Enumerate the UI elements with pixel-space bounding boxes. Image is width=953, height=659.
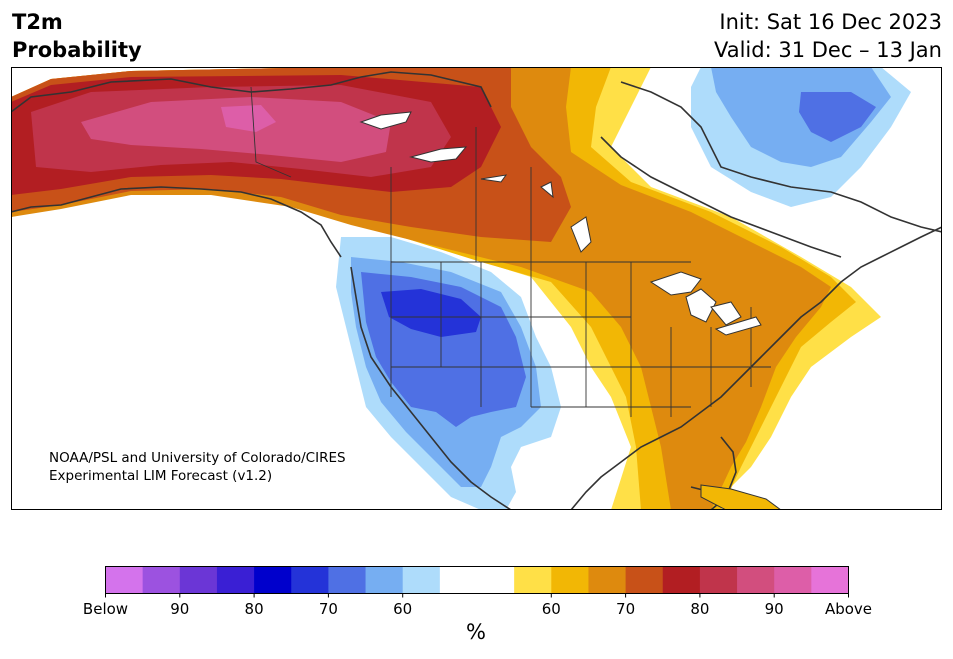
political-borders — [250, 86, 771, 417]
colorbar-cell — [142, 566, 181, 594]
colorbar-unit: % — [466, 620, 486, 644]
colorbar-cell — [774, 566, 812, 594]
colorbar-tick-label: 80 — [245, 600, 264, 618]
colorbar-cell — [662, 566, 701, 594]
credit-line-2: Experimental LIM Forecast (v1.2) — [49, 468, 273, 484]
colorbar-tick-label: 90 — [765, 600, 784, 618]
probability-map — [11, 67, 942, 510]
colorbar-cell — [699, 566, 738, 594]
islands — [700, 484, 782, 510]
cool-region-ne-blue — [799, 92, 876, 142]
init-date: Init: Sat 16 Dec 2023 — [719, 10, 942, 34]
colorbar-tick-label: 90 — [170, 600, 189, 618]
colorbar-cell — [254, 566, 292, 594]
valid-range: Valid: 31 Dec – 13 Jan — [713, 38, 942, 62]
colorbar-cell — [105, 566, 144, 594]
map-frame — [11, 67, 942, 510]
colorbar-tick-label: 60 — [393, 600, 412, 618]
colorbar-tick-label: 80 — [690, 600, 709, 618]
cool-region-royal — [381, 289, 481, 337]
credit-line-1: NOAA/PSL and University of Colorado/CIRE… — [49, 450, 346, 466]
colorbar-tick-label: Below — [83, 600, 128, 618]
warm-region-pink — [81, 97, 391, 162]
colorbar-cell — [588, 566, 627, 594]
credit-text: NOAA/PSL and University of Colorado/CIRE… — [49, 449, 346, 485]
colorbar-cell — [551, 566, 589, 594]
colorbar-tick-label: Above — [825, 600, 872, 618]
forecast-dates: Init: Sat 16 Dec 2023 Valid: 31 Dec – 13… — [714, 8, 942, 64]
colorbar-frame — [105, 566, 849, 594]
colorbar-cells — [105, 566, 849, 594]
colorbar-cell — [216, 566, 255, 594]
map-title: T2m Probability — [12, 8, 142, 64]
colorbar-cell — [291, 566, 329, 594]
warm-region-magenta — [221, 105, 276, 132]
colorbar-cell — [737, 566, 775, 594]
colorbar-cell — [402, 566, 441, 594]
colorbar-cell — [625, 566, 664, 594]
colorbar-cell — [514, 566, 552, 594]
colorbar-cell — [477, 566, 515, 594]
colorbar-cell — [811, 566, 849, 594]
colorbar-cell — [439, 566, 478, 594]
colorbar: Below 90 80 70 60 60 70 80 90 Above — [83, 566, 872, 618]
title-line-2: Probability — [12, 38, 142, 62]
colorbar-tick-label: 70 — [616, 600, 635, 618]
title-line-1: T2m — [12, 10, 63, 34]
lakes — [359, 111, 762, 336]
colorbar-tick-label: 70 — [319, 600, 338, 618]
colorbar-cell — [365, 566, 404, 594]
colorbar-tick-label: 60 — [542, 600, 561, 618]
colorbar-cell — [179, 566, 218, 594]
colorbar-ticks: Below 90 80 70 60 60 70 80 90 Above — [83, 593, 872, 618]
colorbar-cell — [328, 566, 367, 594]
